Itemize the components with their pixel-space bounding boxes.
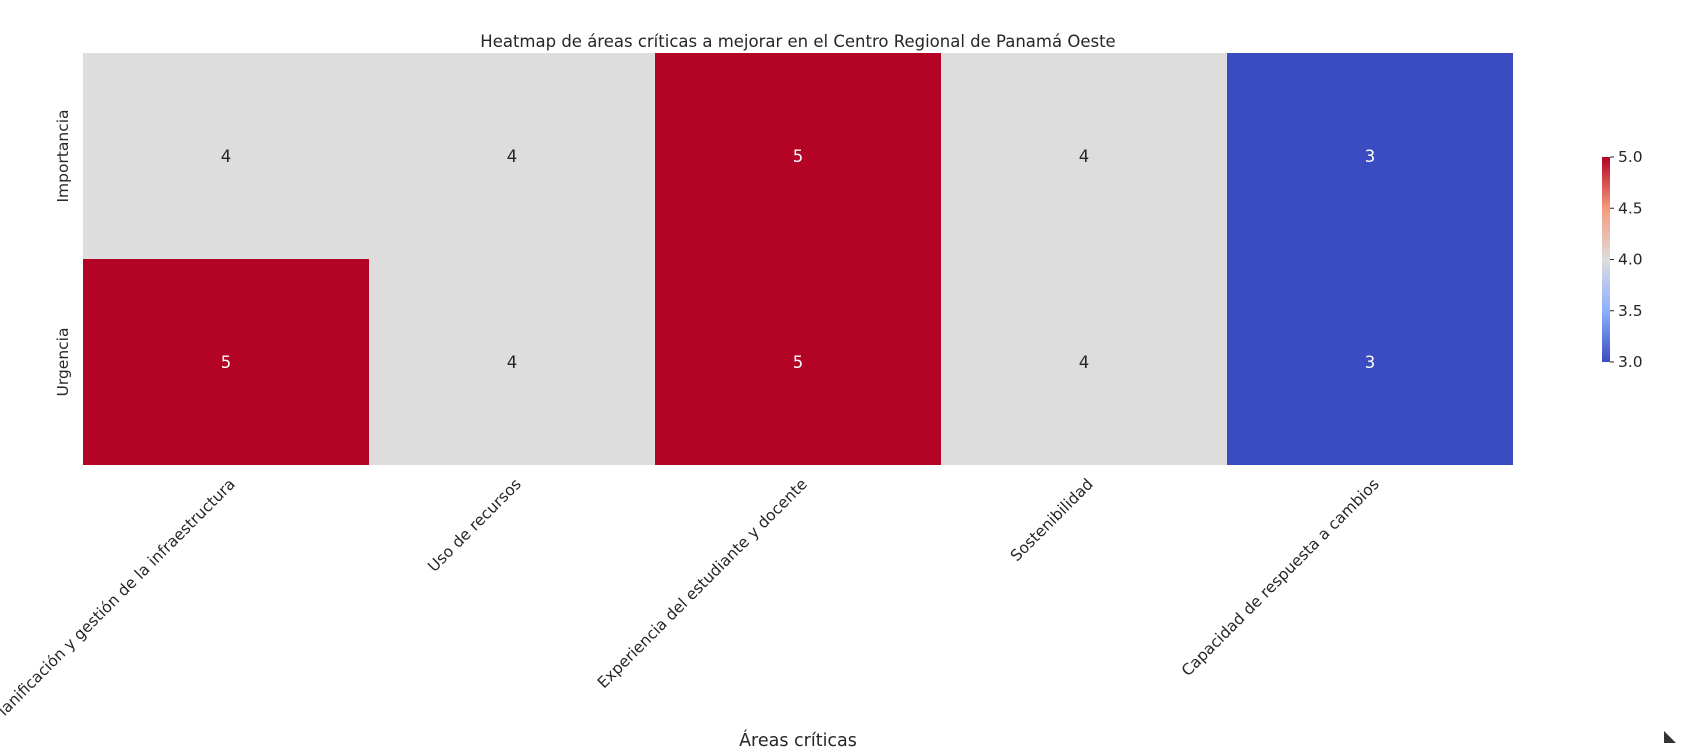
heatmap-cell	[655, 259, 941, 465]
heatmap-cell	[941, 259, 1227, 465]
cell-value-label: 4	[507, 147, 518, 166]
colorbar-tick-label: 4.0	[1618, 251, 1643, 269]
colorbar-ticks: 3.0 3.5 4.0 4.5 5.0	[1610, 148, 1643, 371]
heatmap-cells	[83, 53, 1513, 465]
cell-value-label: 4	[1079, 147, 1090, 166]
colorbar-tick-label: 3.5	[1618, 302, 1643, 320]
x-axis-label: Áreas críticas	[739, 729, 857, 749]
x-tick-label: Sostenibilidad	[1007, 475, 1097, 565]
resize-corner-icon	[1664, 731, 1676, 743]
heatmap-cell	[1227, 53, 1513, 259]
cell-value-label: 4	[507, 353, 518, 372]
heatmap-cell	[369, 259, 655, 465]
heatmap-cell	[83, 53, 369, 259]
heatmap-cell	[83, 259, 369, 465]
cell-value-label: 5	[793, 147, 804, 166]
y-tick-label: Urgencia	[54, 328, 72, 397]
x-tick-label: Uso de recursos	[424, 475, 524, 575]
x-tick-label: Planificación y gestión de la infraestru…	[0, 475, 239, 726]
cell-value-label: 5	[221, 353, 232, 372]
cell-value-label: 4	[1079, 353, 1090, 372]
cell-value-label: 5	[793, 353, 804, 372]
colorbar-tick-label: 3.0	[1618, 353, 1643, 371]
cell-value-label: 4	[221, 147, 232, 166]
x-tick-label: Capacidad de respuesta a cambios	[1178, 475, 1383, 680]
y-tick-labels: Importancia Urgencia	[54, 109, 72, 396]
heatmap-cell	[1227, 259, 1513, 465]
heatmap-annotations: 4 4 5 4 3 5 4 5 4 3	[221, 147, 1376, 372]
cell-value-label: 3	[1365, 147, 1376, 166]
colorbar-tick-label: 5.0	[1618, 148, 1643, 166]
heatmap-cell	[369, 53, 655, 259]
y-tick-label: Importancia	[54, 109, 72, 202]
colorbar	[1602, 157, 1610, 362]
heatmap-cell	[655, 53, 941, 259]
x-tick-labels: Planificación y gestión de la infraestru…	[0, 475, 1383, 726]
heatmap-cell	[941, 53, 1227, 259]
x-tick-label: Experiencia del estudiante y docente	[594, 475, 811, 692]
colorbar-tick-label: 4.5	[1618, 199, 1643, 217]
cell-value-label: 3	[1365, 353, 1376, 372]
chart-title: Heatmap de áreas críticas a mejorar en e…	[480, 32, 1115, 51]
